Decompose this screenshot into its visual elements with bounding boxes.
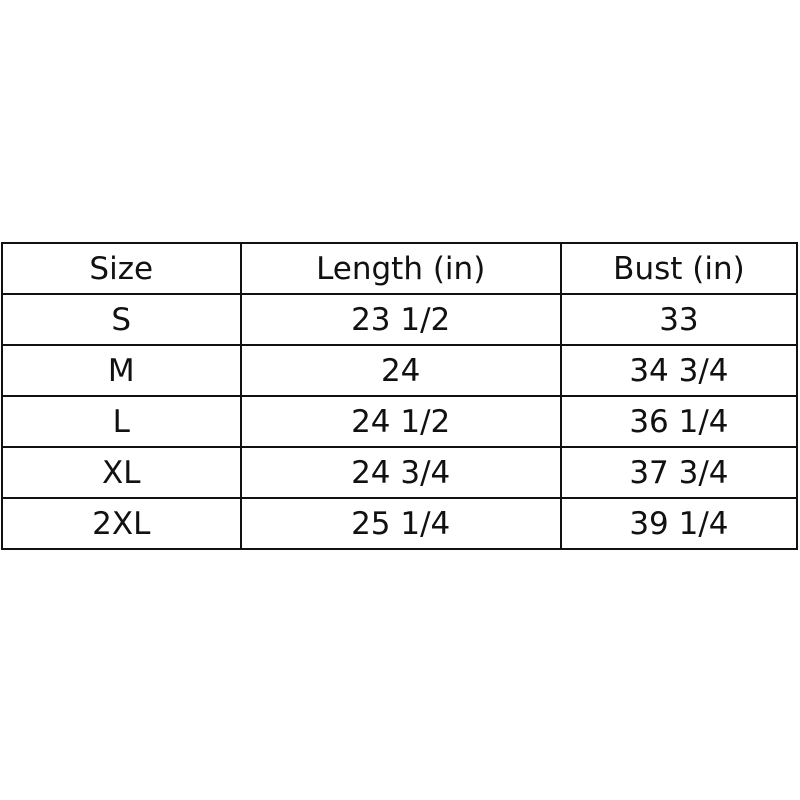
size-cell: XL: [1, 446, 242, 499]
length-cell: 24: [239, 344, 562, 397]
length-cell: 24 1/2: [239, 395, 562, 448]
size-cell: M: [1, 344, 242, 397]
bust-cell: 39 1/4: [559, 497, 799, 550]
bust-cell: 37 3/4: [559, 446, 799, 499]
table-row-xl: XL 24 3/4 37 3/4: [1, 446, 799, 499]
table-row-m: M 24 34 3/4: [1, 344, 799, 397]
table-row-s: S 23 1/2 33: [1, 293, 799, 346]
column-header-bust: Bust (in): [559, 242, 799, 295]
length-cell: 25 1/4: [239, 497, 562, 550]
table-row-2xl: 2XL 25 1/4 39 1/4: [1, 497, 799, 550]
size-chart-table: Size Length (in) Bust (in) S 23 1/2 33 M…: [1, 242, 799, 550]
bust-cell: 34 3/4: [559, 344, 799, 397]
length-cell: 23 1/2: [239, 293, 562, 346]
size-cell: 2XL: [1, 497, 242, 550]
size-cell: L: [1, 395, 242, 448]
size-cell: S: [1, 293, 242, 346]
size-chart: Size Length (in) Bust (in) S 23 1/2 33 M…: [1, 242, 799, 550]
bust-cell: 36 1/4: [559, 395, 799, 448]
length-cell: 24 3/4: [239, 446, 562, 499]
column-header-size: Size: [1, 242, 242, 295]
table-row-l: L 24 1/2 36 1/4: [1, 395, 799, 448]
bust-cell: 33: [559, 293, 799, 346]
column-header-length: Length (in): [239, 242, 562, 295]
header-row: Size Length (in) Bust (in): [1, 242, 799, 295]
